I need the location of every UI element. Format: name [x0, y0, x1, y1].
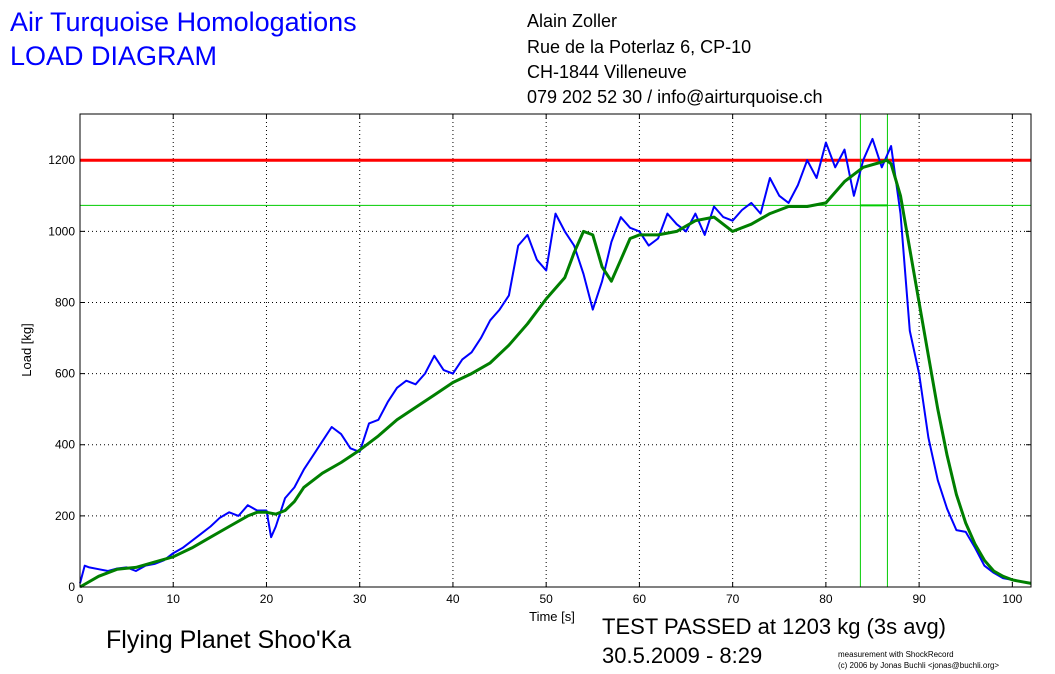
y-tick-label: 400: [55, 438, 75, 452]
diagram-subtitle: LOAD DIAGRAM: [10, 41, 218, 71]
y-tick-label: 600: [55, 367, 75, 381]
glider-model: Flying Planet Shoo'Ka: [106, 626, 352, 654]
x-tick-label: 20: [260, 592, 274, 606]
x-tick-label: 100: [1002, 592, 1022, 606]
y-axis-label: Load [kg]: [19, 323, 34, 377]
y-tick-label: 800: [55, 295, 75, 309]
x-tick-label: 40: [446, 592, 460, 606]
credit-line-2: (c) 2006 by Jonas Buchli <jonas@buchli.o…: [838, 661, 1000, 670]
y-tick-label: 1000: [48, 224, 75, 238]
contact-name: Alain Zoller: [527, 11, 618, 31]
x-tick-label: 90: [912, 592, 926, 606]
y-tick-label: 200: [55, 509, 75, 523]
y-tick-label: 1200: [48, 153, 75, 167]
test-result: TEST PASSED at 1203 kg (3s avg): [602, 614, 947, 639]
x-tick-label: 10: [167, 592, 181, 606]
diagram-title: Air Turquoise Homologations: [10, 7, 357, 37]
contact-city: CH-1844 Villeneuve: [527, 62, 687, 82]
x-tick-label: 30: [353, 592, 367, 606]
contact-street: Rue de la Poterlaz 6, CP-10: [527, 37, 752, 57]
test-datetime: 30.5.2009 - 8:29: [602, 643, 763, 668]
x-axis-label: Time [s]: [529, 609, 575, 624]
series-line-raw: [79, 137, 1032, 585]
y-tick-label: 0: [68, 580, 75, 594]
x-tick-label: 0: [77, 592, 84, 606]
x-tick-label: 60: [633, 592, 647, 606]
series-line-avg: [79, 158, 1032, 589]
x-tick-label: 50: [539, 592, 553, 606]
x-tick-label: 70: [726, 592, 740, 606]
x-tick-label: 80: [819, 592, 833, 606]
contact-phone-email: 079 202 52 30 / info@airturquoise.ch: [527, 87, 823, 107]
credit-line-1: measurement with ShockRecord: [838, 650, 954, 659]
plot-frame: [79, 113, 1032, 588]
